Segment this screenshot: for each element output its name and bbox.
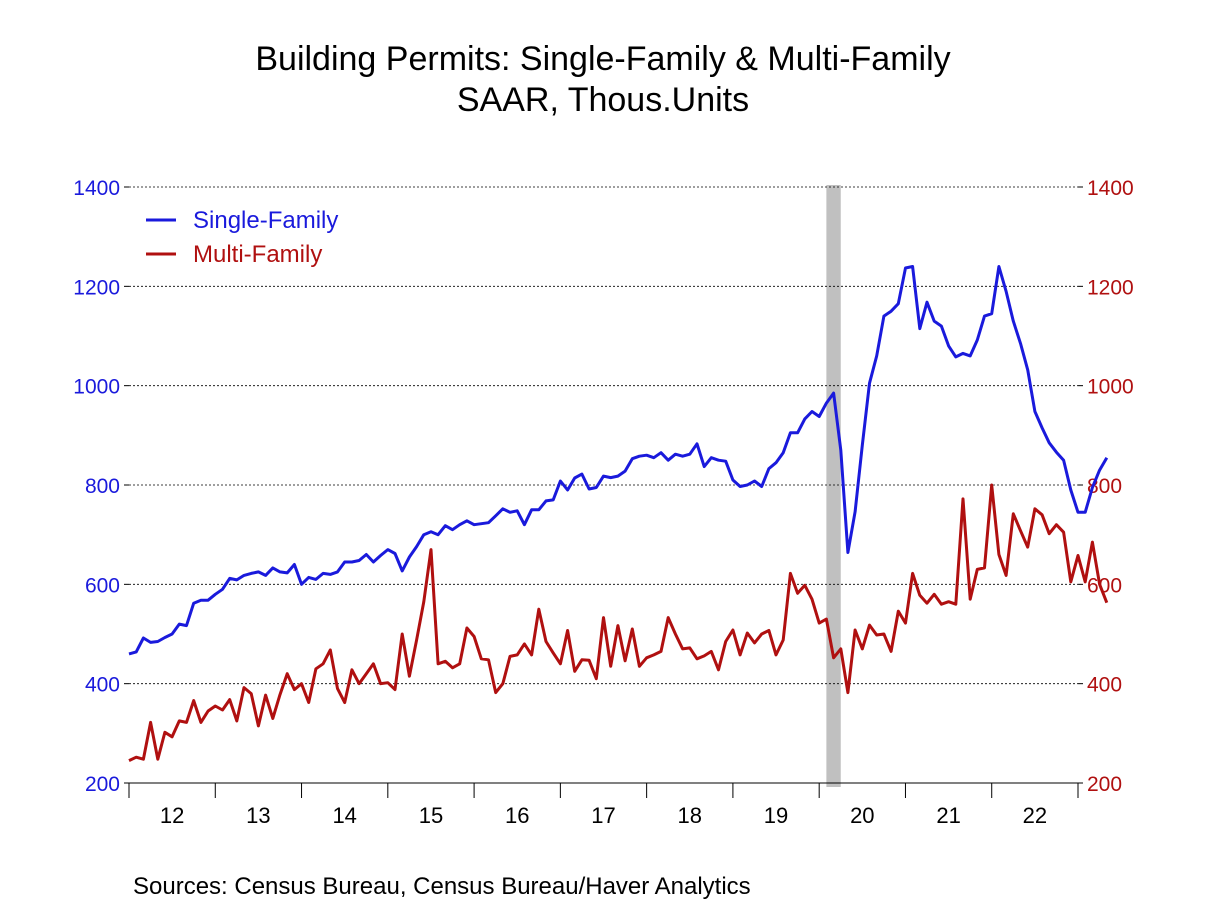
y-tick-label-left: 200 (85, 773, 120, 796)
x-tick-label: 16 (505, 803, 529, 828)
x-tick-label: 22 (1023, 803, 1047, 828)
recession-band (826, 185, 841, 787)
recession-band-layer (826, 185, 841, 787)
y-tick-label-right: 600 (1087, 574, 1122, 597)
legend-label-single-family: Single-Family (193, 207, 338, 234)
y-tick-label-left: 800 (85, 475, 120, 498)
x-tick-label: 20 (850, 803, 874, 828)
x-tick-label: 12 (160, 803, 184, 828)
x-tick-label: 15 (419, 803, 443, 828)
y-tick-label-right: 1000 (1087, 376, 1134, 399)
x-tick-label: 18 (678, 803, 702, 828)
y-tick-label-right: 1200 (1087, 276, 1134, 299)
y-tick-label-right: 200 (1087, 773, 1122, 796)
chart-subtitle: SAAR, Thous.Units (457, 81, 749, 119)
legend: Single-Family Multi-Family (146, 207, 338, 268)
y-tick-label-left: 600 (85, 574, 120, 597)
x-tick-label: 14 (332, 803, 356, 828)
x-tick-label: 21 (936, 803, 960, 828)
x-tick-label: 13 (246, 803, 270, 828)
series-line-multi-family (128, 483, 1109, 762)
y-tick-label-right: 400 (1087, 674, 1122, 697)
source-note: Sources: Census Bureau, Census Bureau/Ha… (133, 873, 751, 900)
y-tick-label-left: 1200 (73, 276, 120, 299)
series-layer (128, 265, 1109, 762)
y-tick-label-right: 1400 (1087, 177, 1134, 200)
x-tick-label: 17 (591, 803, 615, 828)
y-tick-label-left: 1000 (73, 376, 120, 399)
y-tick-label-left: 1400 (73, 177, 120, 200)
x-tick-label: 19 (764, 803, 788, 828)
legend-label-multi-family: Multi-Family (193, 241, 322, 268)
y-tick-label-left: 400 (85, 674, 120, 697)
series-line-single-family (128, 265, 1109, 656)
chart-title: Building Permits: Single-Family & Multi-… (255, 40, 950, 78)
